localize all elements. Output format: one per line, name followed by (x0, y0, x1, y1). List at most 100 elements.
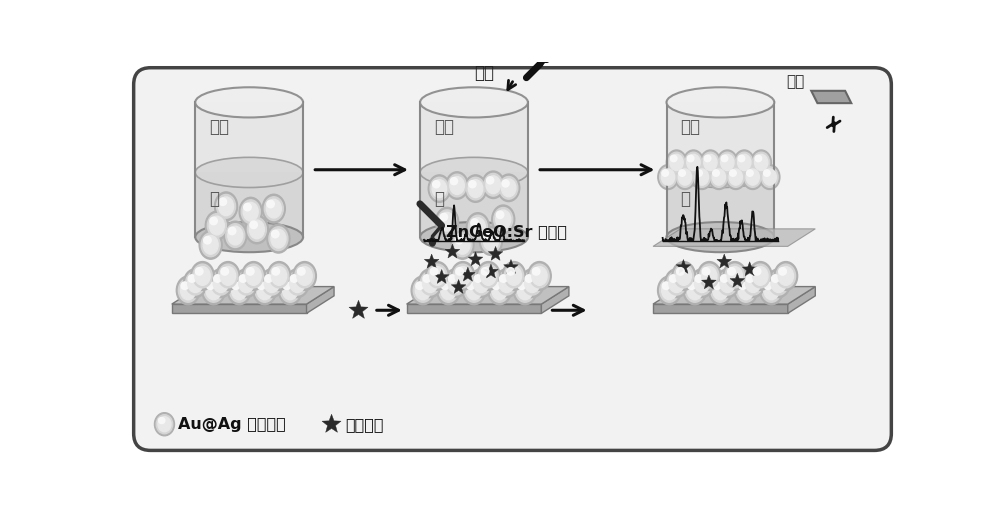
Ellipse shape (755, 155, 762, 162)
Ellipse shape (297, 268, 305, 275)
Ellipse shape (479, 227, 502, 255)
Ellipse shape (499, 274, 514, 292)
Ellipse shape (482, 171, 504, 199)
Ellipse shape (725, 264, 745, 288)
Text: 硬片: 硬片 (786, 74, 804, 89)
Polygon shape (434, 269, 449, 283)
Ellipse shape (201, 233, 220, 256)
Ellipse shape (420, 157, 528, 188)
Ellipse shape (188, 275, 196, 282)
Ellipse shape (262, 194, 285, 223)
Ellipse shape (479, 264, 498, 288)
Text: 己烷: 己烷 (209, 117, 229, 135)
Ellipse shape (286, 269, 309, 298)
Ellipse shape (439, 279, 458, 302)
Ellipse shape (675, 165, 695, 189)
Ellipse shape (738, 155, 745, 162)
Ellipse shape (451, 230, 474, 259)
Ellipse shape (416, 282, 423, 289)
Ellipse shape (430, 267, 445, 285)
Bar (666, 172, 774, 237)
Ellipse shape (542, 50, 551, 63)
Ellipse shape (199, 230, 222, 259)
Ellipse shape (220, 267, 236, 285)
Polygon shape (742, 262, 757, 275)
Ellipse shape (211, 271, 231, 295)
Ellipse shape (683, 276, 707, 305)
Ellipse shape (464, 279, 484, 302)
Ellipse shape (702, 267, 717, 285)
Ellipse shape (441, 281, 456, 300)
Ellipse shape (156, 415, 173, 434)
Ellipse shape (242, 262, 265, 290)
Ellipse shape (474, 274, 489, 292)
Ellipse shape (269, 264, 289, 288)
Ellipse shape (271, 229, 286, 248)
Ellipse shape (660, 279, 679, 302)
Ellipse shape (665, 269, 688, 298)
Ellipse shape (430, 177, 449, 200)
Ellipse shape (496, 210, 511, 229)
Ellipse shape (471, 219, 478, 226)
Ellipse shape (231, 281, 247, 300)
Ellipse shape (468, 215, 487, 239)
Ellipse shape (202, 276, 225, 305)
Ellipse shape (426, 262, 449, 290)
Polygon shape (307, 287, 334, 313)
Ellipse shape (746, 169, 759, 185)
Ellipse shape (532, 268, 540, 275)
Ellipse shape (729, 169, 742, 185)
Ellipse shape (264, 274, 280, 292)
Ellipse shape (295, 264, 314, 288)
Polygon shape (541, 287, 569, 313)
Ellipse shape (670, 155, 677, 162)
Ellipse shape (468, 180, 483, 198)
Bar (666, 103, 774, 172)
Ellipse shape (420, 87, 528, 117)
Polygon shape (445, 244, 460, 258)
Ellipse shape (205, 211, 228, 240)
Ellipse shape (232, 282, 240, 289)
Bar (195, 172, 303, 237)
Ellipse shape (283, 281, 298, 300)
Ellipse shape (262, 271, 282, 295)
Ellipse shape (745, 274, 761, 292)
Ellipse shape (453, 264, 473, 288)
Ellipse shape (411, 276, 435, 305)
Ellipse shape (525, 275, 533, 282)
Ellipse shape (713, 282, 721, 289)
Ellipse shape (717, 150, 738, 175)
Ellipse shape (523, 271, 542, 295)
Ellipse shape (721, 154, 734, 170)
Ellipse shape (741, 269, 765, 298)
Ellipse shape (690, 269, 714, 298)
Ellipse shape (497, 271, 516, 295)
Ellipse shape (667, 271, 686, 295)
Ellipse shape (207, 214, 226, 238)
Ellipse shape (666, 150, 687, 175)
Polygon shape (653, 304, 788, 313)
Text: 水: 水 (434, 190, 444, 208)
Ellipse shape (695, 275, 703, 282)
Ellipse shape (483, 231, 498, 250)
Ellipse shape (697, 262, 721, 290)
Ellipse shape (772, 275, 779, 282)
Ellipse shape (778, 267, 794, 285)
Ellipse shape (195, 157, 303, 188)
Ellipse shape (415, 281, 431, 300)
Ellipse shape (433, 181, 440, 188)
Ellipse shape (666, 87, 774, 117)
Ellipse shape (228, 227, 236, 235)
Ellipse shape (700, 150, 721, 175)
Ellipse shape (195, 267, 210, 285)
Ellipse shape (464, 175, 487, 202)
Ellipse shape (713, 170, 719, 176)
Ellipse shape (436, 207, 459, 236)
Polygon shape (488, 246, 503, 260)
Ellipse shape (203, 235, 218, 254)
Ellipse shape (455, 236, 463, 244)
Ellipse shape (239, 275, 247, 282)
Ellipse shape (774, 262, 798, 290)
Ellipse shape (158, 418, 165, 424)
Ellipse shape (487, 177, 494, 184)
